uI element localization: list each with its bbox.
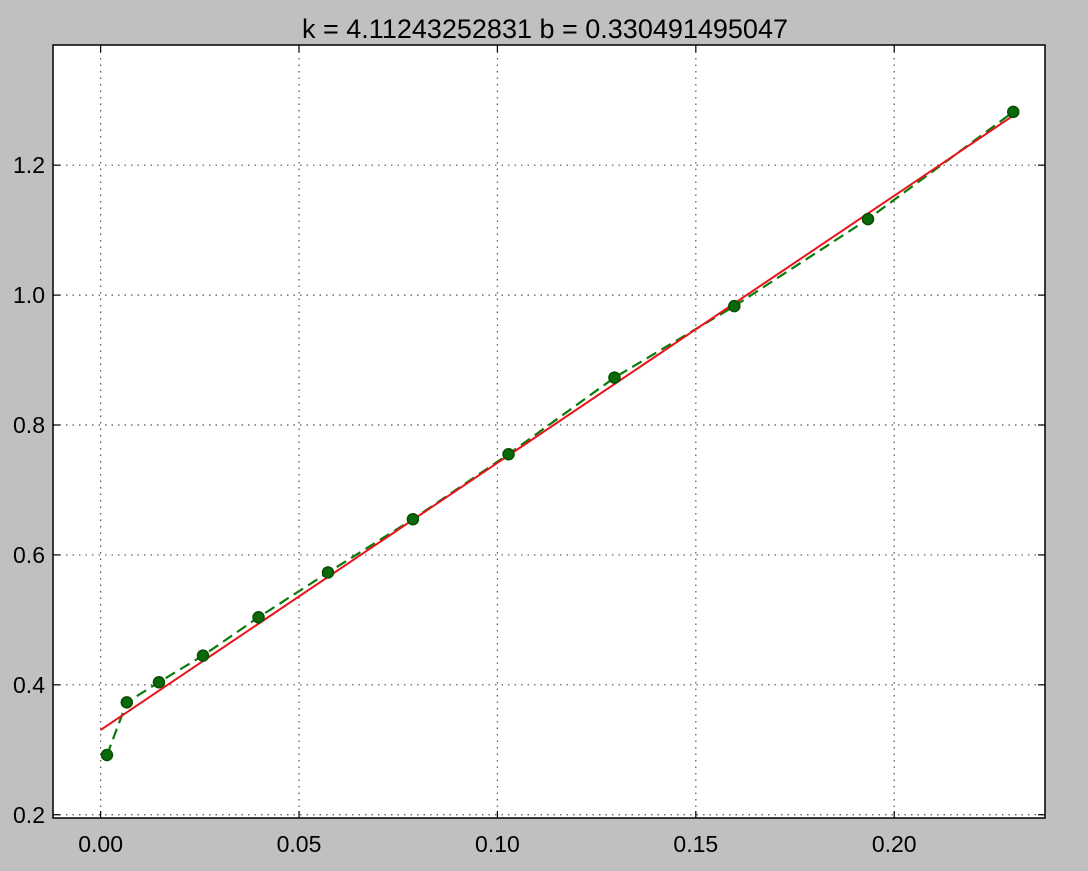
data-point xyxy=(608,371,621,384)
data-point xyxy=(861,212,875,226)
plot-frame xyxy=(52,44,1046,819)
data-point xyxy=(252,611,265,624)
chart-title: k = 4.11243252831 b = 0.330491495047 xyxy=(302,14,788,44)
x-axis-ticks: 0.00 0.05 0.10 0.15 0.20 xyxy=(78,45,917,857)
x-tick-label: 0.15 xyxy=(673,831,718,857)
data-point xyxy=(120,696,134,709)
data-point xyxy=(152,675,166,689)
y-tick-label: 0.2 xyxy=(13,802,45,828)
series-group xyxy=(100,105,1020,762)
data-series-dashed-line xyxy=(105,111,1014,756)
x-tick-label: 0.05 xyxy=(277,831,322,857)
y-tick-label: 0.4 xyxy=(13,672,45,698)
grid-lines xyxy=(53,45,1045,818)
data-point xyxy=(100,748,114,762)
data-point xyxy=(406,512,420,526)
plot-area xyxy=(53,45,1045,818)
y-axis-ticks: 0.2 0.4 0.6 0.8 1.0 1.2 xyxy=(13,152,1045,828)
x-tick-label: 0.10 xyxy=(475,831,520,857)
x-tick-label: 0.00 xyxy=(78,831,123,857)
data-point xyxy=(728,299,741,313)
y-tick-label: 1.0 xyxy=(13,282,45,308)
fit-line xyxy=(100,114,1014,731)
data-point xyxy=(321,566,335,579)
y-tick-label: 0.8 xyxy=(13,412,45,438)
y-tick-label: 0.6 xyxy=(13,542,45,568)
data-point xyxy=(1007,105,1020,119)
data-point xyxy=(502,447,515,461)
x-tick-label: 0.20 xyxy=(872,831,917,857)
data-point xyxy=(196,649,210,662)
y-tick-label: 1.2 xyxy=(13,152,45,178)
